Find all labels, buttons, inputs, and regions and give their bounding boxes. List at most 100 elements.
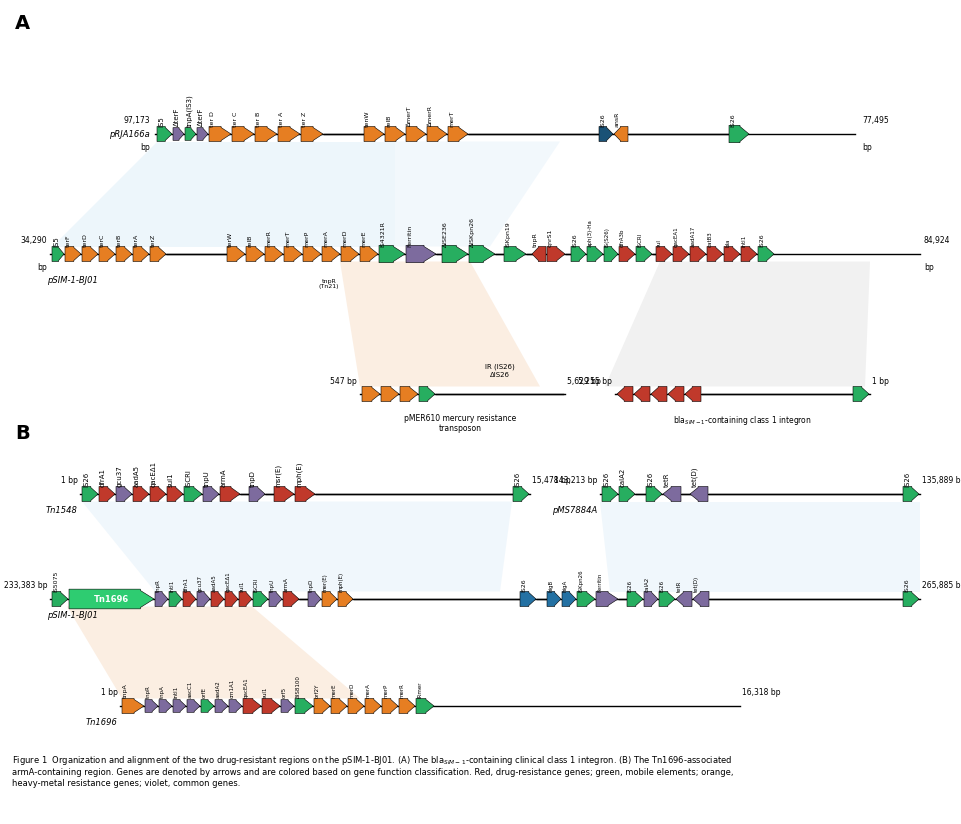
Polygon shape [157,126,172,142]
Polygon shape [246,246,264,261]
Polygon shape [360,246,378,261]
Text: IS(S26): IS(S26) [605,227,610,246]
Text: ∆merT: ∆merT [407,105,412,127]
Text: aadA17: aadA17 [691,225,696,246]
Polygon shape [173,700,186,713]
Polygon shape [399,699,415,714]
Polygon shape [201,700,214,713]
Polygon shape [348,699,364,714]
Text: tnpR: tnpR [533,232,538,246]
Text: IS26: IS26 [628,579,633,592]
Text: bp: bp [37,263,47,272]
Text: bla: bla [725,238,730,246]
Text: ∆terF: ∆terF [198,108,204,127]
Polygon shape [596,592,618,606]
Text: gcu37: gcu37 [198,574,203,592]
Text: IR (IS26): IR (IS26) [485,363,515,369]
Text: 97,173: 97,173 [123,116,150,125]
Polygon shape [284,246,302,261]
Polygon shape [99,486,115,502]
Text: bp: bp [862,143,872,152]
Polygon shape [65,246,81,261]
Polygon shape [619,486,635,502]
Polygon shape [903,592,919,606]
Polygon shape [229,700,242,713]
Polygon shape [627,592,643,606]
Polygon shape [513,486,529,502]
Text: mer(E): mer(E) [323,573,328,592]
Text: higA: higA [563,579,568,592]
Text: sul1: sul1 [263,687,268,699]
Polygon shape [659,592,675,606]
Text: bp: bp [140,143,150,152]
Polygon shape [331,699,347,714]
Text: 1 bp: 1 bp [62,476,78,485]
Text: sul1: sul1 [240,580,245,592]
Text: ISCRl: ISCRl [254,578,259,592]
Polygon shape [365,699,381,714]
Text: terD: terD [83,232,88,246]
Text: 5,255 bp: 5,255 bp [579,377,612,386]
Text: dfrA1: dfrA1 [100,467,106,486]
Polygon shape [150,246,166,261]
Text: IS26: IS26 [572,233,577,246]
Polygon shape [197,128,208,140]
Text: merE: merE [332,684,337,699]
Text: armA: armA [221,468,227,486]
Polygon shape [644,592,658,606]
Text: IS4321R: IS4321R [380,221,385,246]
Polygon shape [729,125,749,143]
Polygon shape [340,261,540,386]
Polygon shape [239,592,252,606]
Text: B: B [15,424,30,443]
Polygon shape [381,386,399,401]
Text: orfE: orfE [202,687,207,699]
Text: mph(E): mph(E) [339,571,344,592]
Text: cm1A1: cm1A1 [230,679,235,699]
Text: merP: merP [383,684,388,699]
Polygon shape [469,246,495,263]
Text: aadA2: aadA2 [216,681,221,699]
Text: terW: terW [228,232,233,246]
Polygon shape [577,592,595,606]
Polygon shape [122,699,144,714]
Polygon shape [364,126,384,142]
Text: merD: merD [349,683,354,699]
Polygon shape [656,246,672,261]
Polygon shape [243,699,261,714]
Text: 5,629 bp: 5,629 bp [567,377,601,386]
Polygon shape [262,699,280,714]
Polygon shape [853,386,869,401]
Polygon shape [562,592,576,606]
Polygon shape [504,246,526,261]
Text: IS26: IS26 [514,471,520,486]
Polygon shape [385,126,405,142]
Polygon shape [685,386,701,401]
Text: mph(E): mph(E) [296,461,303,486]
Text: sul: sul [657,239,662,246]
Text: intI1: intI1 [742,234,747,246]
Polygon shape [614,126,628,142]
Text: aph(3)-Ha: aph(3)-Ha [588,218,593,246]
Text: tnpA: tnpA [123,684,128,699]
Polygon shape [215,700,228,713]
Polygon shape [676,592,692,606]
Text: bp: bp [924,263,934,272]
Polygon shape [209,126,231,142]
Text: pMS7884A: pMS7884A [552,506,597,515]
Polygon shape [116,246,132,261]
Text: tnpU: tnpU [204,470,210,486]
Text: qacEΔ1: qacEΔ1 [226,571,231,592]
Polygon shape [197,592,210,606]
Polygon shape [400,386,418,401]
Polygon shape [69,589,154,609]
Polygon shape [159,700,172,713]
Polygon shape [133,246,149,261]
Polygon shape [338,592,353,606]
Text: terA: terA [134,233,139,246]
Polygon shape [82,502,512,592]
Text: tnpD: tnpD [250,470,256,486]
Polygon shape [634,386,650,401]
Text: tet(D): tet(D) [694,575,699,592]
Polygon shape [707,246,723,261]
